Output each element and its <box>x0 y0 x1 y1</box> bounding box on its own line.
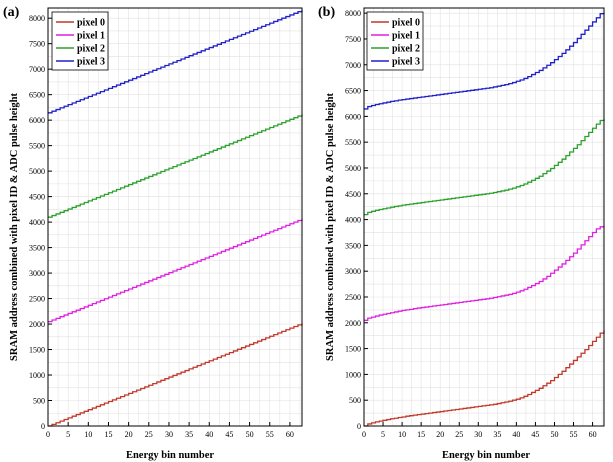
y-tick-label: 0 <box>357 422 361 431</box>
x-tick-label: 40 <box>512 430 520 439</box>
y-tick-label: 1000 <box>29 371 45 380</box>
x-tick-label: 45 <box>531 430 539 439</box>
y-tick-label: 3500 <box>29 244 45 253</box>
y-tick-label: 7000 <box>345 61 361 70</box>
y-tick-label: 7000 <box>29 65 45 74</box>
x-tick-label: 10 <box>398 430 406 439</box>
y-tick-label: 8000 <box>345 9 361 18</box>
y-tick-label: 500 <box>33 397 45 406</box>
legend-b: pixel 0 pixel 1 pixel 2 pixel 3 <box>366 11 424 71</box>
x-tick-label: 15 <box>104 430 112 439</box>
x-tick-label: 40 <box>205 430 213 439</box>
x-tick-label: 20 <box>125 430 133 439</box>
grid-a <box>47 8 302 427</box>
x-tick-label: 55 <box>266 430 274 439</box>
y-tick-label: 8000 <box>29 14 45 23</box>
plot-area-a <box>48 8 302 426</box>
y-tick-label: 6000 <box>345 112 361 121</box>
legend-label: pixel 1 <box>392 31 420 42</box>
legend-label: pixel 2 <box>392 44 420 55</box>
x-tick-label: 30 <box>165 430 173 439</box>
y-tick-label: 2000 <box>345 319 361 328</box>
x-tick-label: 0 <box>46 430 50 439</box>
panel-a: (a) SRAM address combined with pixel ID … <box>3 5 303 461</box>
x-tick-label: 5 <box>66 430 70 439</box>
x-tick-label: 55 <box>570 430 578 439</box>
y-tick-label: 1000 <box>345 370 361 379</box>
y-tick-label: 2000 <box>29 320 45 329</box>
x-tick-label: 35 <box>493 430 501 439</box>
y-tick-label: 4500 <box>29 193 45 202</box>
y-tick-label: 4500 <box>345 190 361 199</box>
series-line-b-pixel-2 <box>364 118 605 216</box>
panel-b-x-axis-title: Energy bin number <box>442 450 530 461</box>
y-tick-label: 5500 <box>345 138 361 147</box>
y-tick-label: 0 <box>41 422 45 431</box>
y-tick-label: 3000 <box>345 267 361 276</box>
x-tick-label: 15 <box>417 430 425 439</box>
y-tick-label: 5000 <box>29 167 45 176</box>
legend-a: pixel 0 pixel 1 pixel 2 pixel 3 <box>51 11 109 71</box>
x-tick-label: 50 <box>550 430 558 439</box>
x-tick-label: 30 <box>474 430 482 439</box>
axes-frame-b <box>363 7 605 427</box>
panel-b-y-axis-title: SRAM address combined with pixel ID & AD… <box>325 93 336 361</box>
x-tick-label: 50 <box>246 430 254 439</box>
y-tick-label: 4000 <box>345 216 361 225</box>
y-tick-label: 7500 <box>29 40 45 49</box>
legend-label: pixel 1 <box>77 31 105 42</box>
x-tick-label: 45 <box>225 430 233 439</box>
legend-label: pixel 0 <box>392 18 420 29</box>
panel-a-y-axis-title: SRAM address combined with pixel ID & AD… <box>9 93 20 361</box>
y-tick-label: 500 <box>349 396 361 405</box>
panel-b: (b) SRAM address combined with pixel ID … <box>318 5 605 461</box>
panel-a-label: (a) <box>3 5 20 20</box>
panel-a-x-axis-title: Energy bin number <box>126 450 214 461</box>
series-line-b-pixel-0 <box>364 330 605 427</box>
y-tick-label: 7500 <box>345 35 361 44</box>
y-tick-label: 1500 <box>345 345 361 354</box>
series-line-a-pixel-0 <box>48 323 303 427</box>
x-tick-label: 0 <box>362 430 366 439</box>
legend-label: pixel 3 <box>77 57 105 68</box>
y-tick-label: 4000 <box>29 218 45 227</box>
series-line-a-pixel-1 <box>48 218 303 323</box>
y-tick-label: 1500 <box>29 346 45 355</box>
series-line-b-pixel-3 <box>364 12 605 110</box>
y-tick-label: 2500 <box>345 293 361 302</box>
x-tick-label: 10 <box>84 430 92 439</box>
x-tick-label: 60 <box>589 430 597 439</box>
panel-b-label: (b) <box>318 5 335 20</box>
axes-frame-a <box>47 7 303 427</box>
x-tick-label: 20 <box>436 430 444 439</box>
y-tick-label: 3500 <box>345 241 361 250</box>
x-tick-label: 60 <box>286 430 294 439</box>
x-tick-label: 5 <box>381 430 385 439</box>
y-tick-label: 3000 <box>29 269 45 278</box>
x-tick-label: 25 <box>455 430 463 439</box>
series-line-a-pixel-2 <box>48 114 303 218</box>
series-line-a-pixel-3 <box>48 10 303 114</box>
y-tick-label: 5000 <box>345 164 361 173</box>
x-tick-label: 25 <box>145 430 153 439</box>
y-tick-label: 6500 <box>29 91 45 100</box>
x-tick-label: 35 <box>185 430 193 439</box>
legend-label: pixel 3 <box>392 57 420 68</box>
y-tick-label: 6000 <box>29 116 45 125</box>
legend-label: pixel 2 <box>77 44 105 55</box>
legend-label: pixel 0 <box>77 18 105 29</box>
y-tick-label: 6500 <box>345 87 361 96</box>
y-tick-label: 2500 <box>29 295 45 304</box>
y-tick-label: 5500 <box>29 142 45 151</box>
series-line-b-pixel-1 <box>364 225 605 321</box>
plot-area-b <box>364 8 604 426</box>
